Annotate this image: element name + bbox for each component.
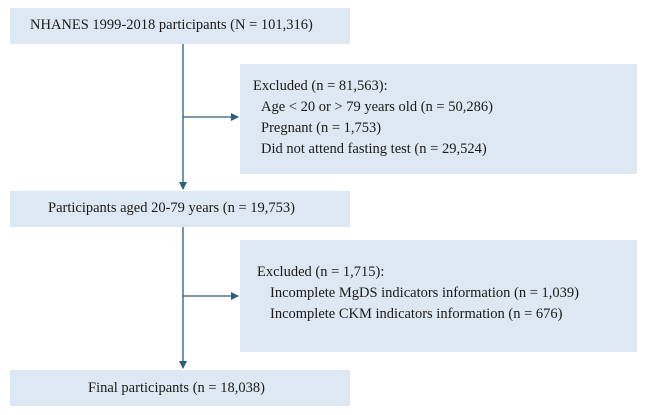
exclusion-box-1: Excluded (n = 81,563): Age < 20 or > 79 … xyxy=(240,64,637,174)
exclusion-1-title: Excluded (n = 81,563): xyxy=(253,78,388,94)
exclusion-2-title: Excluded (n = 1,715): xyxy=(257,264,385,280)
exclusion-2-item: Incomplete MgDS indicators information (… xyxy=(270,285,579,301)
middle-label: Participants aged 20-79 years (n = 19,75… xyxy=(48,200,295,216)
exclusion-1-item: Did not attend fasting test (n = 29,524) xyxy=(261,141,487,157)
final-box: Final participants (n = 18,038) xyxy=(10,370,350,406)
final-label: Final participants (n = 18,038) xyxy=(88,380,265,396)
exclusion-2-item: Incomplete CKM indicators information (n… xyxy=(270,306,563,322)
middle-box: Participants aged 20-79 years (n = 19,75… xyxy=(10,191,350,227)
exclusion-box-2: Excluded (n = 1,715): Incomplete MgDS in… xyxy=(240,240,637,352)
exclusion-1-item: Pregnant (n = 1,753) xyxy=(261,120,382,136)
start-box: NHANES 1999-2018 participants (N = 101,3… xyxy=(10,8,350,44)
start-label: NHANES 1999-2018 participants (N = 101,3… xyxy=(30,17,313,33)
exclusion-1-item: Age < 20 or > 79 years old (n = 50,286) xyxy=(261,99,493,115)
